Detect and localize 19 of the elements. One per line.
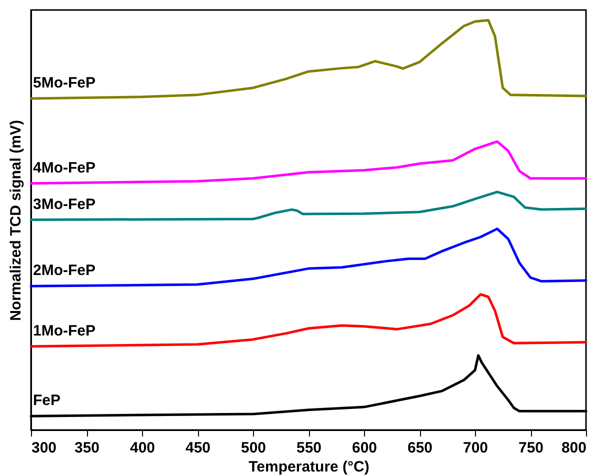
series-label: 5Mo-FeP bbox=[33, 74, 96, 92]
x-tick-label: 700 bbox=[462, 440, 488, 456]
x-tick-label: 450 bbox=[185, 440, 211, 456]
x-tick-label: 750 bbox=[518, 440, 544, 456]
series-label: 4Mo-FeP bbox=[33, 159, 96, 176]
series-label: 2Mo-FeP bbox=[33, 262, 96, 280]
x-tick-label: 550 bbox=[296, 440, 322, 456]
series-label: 3Mo-FeP bbox=[33, 196, 96, 213]
series-label: 1Mo-FeP bbox=[33, 322, 96, 340]
x-tick-label: 650 bbox=[407, 440, 433, 456]
x-tick-label: 300 bbox=[32, 440, 57, 456]
y-axis-title: Normalized TCD signal (mV) bbox=[8, 120, 24, 321]
x-tick-label: 350 bbox=[74, 440, 100, 456]
series-label: FeP bbox=[33, 392, 61, 410]
x-tick-label: 400 bbox=[130, 440, 156, 456]
x-tick-label: 600 bbox=[352, 440, 378, 456]
x-tick-label: 500 bbox=[240, 440, 266, 456]
x-axis-title: Temperature (°C) bbox=[248, 458, 370, 476]
x-tick-label: 800 bbox=[561, 440, 586, 456]
